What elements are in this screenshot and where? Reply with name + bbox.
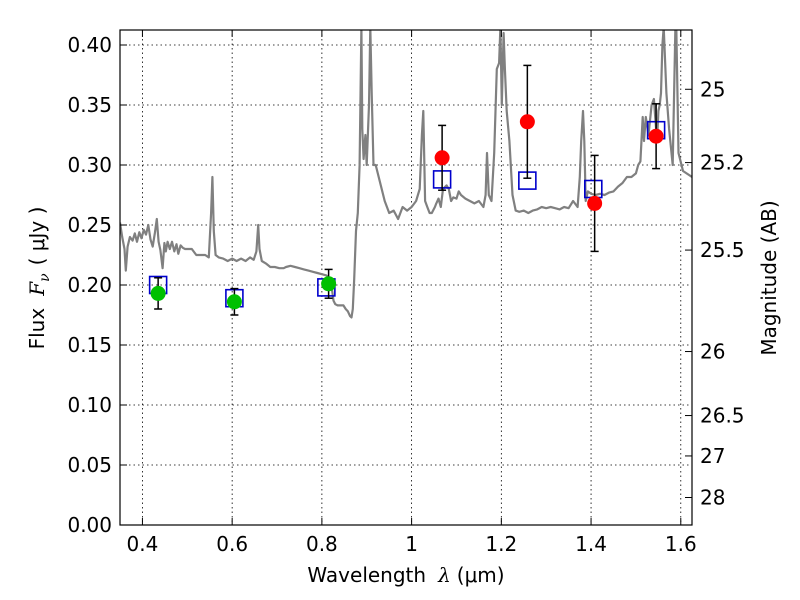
y-tick-label: 0.35 <box>67 93 112 117</box>
observed-flux-point <box>648 128 664 144</box>
plot-frame <box>119 29 693 526</box>
observed-flux-point <box>519 114 535 130</box>
y2-tick-label: 25.2 <box>700 151 745 175</box>
grid <box>120 30 692 526</box>
y-tick-label: 0.15 <box>67 333 112 357</box>
y2-tick-label: 28 <box>700 486 725 510</box>
x-axis-label: Wavelength λ (μm) <box>307 563 504 587</box>
y-axis-label-subscript: ν <box>37 273 53 282</box>
y-axis-label: Flux Fν ( μJy ) <box>25 207 53 350</box>
observed-flux-point <box>434 150 450 166</box>
y2-tick-label: 25 <box>700 77 725 101</box>
axes-ticks: 0.4 0.6 0.8 1 1.2 1.4 1.6 0.00 0.05 0.10 0.15 0.20 0… <box>67 30 745 556</box>
x-axis-label-text: Wavelength <box>307 563 426 587</box>
x-tick-label: 1.2 <box>485 532 517 556</box>
model-spectrum-line <box>120 30 692 319</box>
plot-area <box>120 30 692 319</box>
x-tick-label: 0.4 <box>127 532 159 556</box>
y2-axis-label: Magnitude (AB) <box>757 200 781 355</box>
y-axis-label-unit: ( μJy ) <box>25 207 49 266</box>
y-tick-label: 0.30 <box>67 153 112 177</box>
y2-tick-label: 26.5 <box>700 404 745 428</box>
y-axis-label-text: Flux <box>25 308 49 350</box>
y-tick-label: 0.25 <box>67 213 112 237</box>
y-tick-label: 0.10 <box>67 393 112 417</box>
x-axis-label-unit: (μm) <box>457 563 505 587</box>
y-tick-label: 0.20 <box>67 273 112 297</box>
y2-tick-label: 26 <box>700 340 725 364</box>
x-tick-label: 0.8 <box>306 532 338 556</box>
observed-flux-point <box>226 294 242 310</box>
y-axis-label-symbol: F <box>25 281 49 297</box>
y-tick-label: 0.40 <box>67 33 112 57</box>
observed-flux-point <box>150 285 166 301</box>
x-tick-label: 1.4 <box>575 532 607 556</box>
x-tick-label: 1.6 <box>665 532 697 556</box>
x-axis-label-symbol: λ <box>437 563 451 587</box>
x-tick-label: 1 <box>405 532 418 556</box>
x-tick-label: 0.6 <box>216 532 248 556</box>
y2-tick-label: 25.5 <box>700 238 745 262</box>
y-tick-label: 0.00 <box>67 513 112 537</box>
y-tick-label: 0.05 <box>67 453 112 477</box>
y2-tick-label: 27 <box>700 444 725 468</box>
observed-flux-point <box>587 195 603 211</box>
observed-flux-point <box>321 276 337 292</box>
